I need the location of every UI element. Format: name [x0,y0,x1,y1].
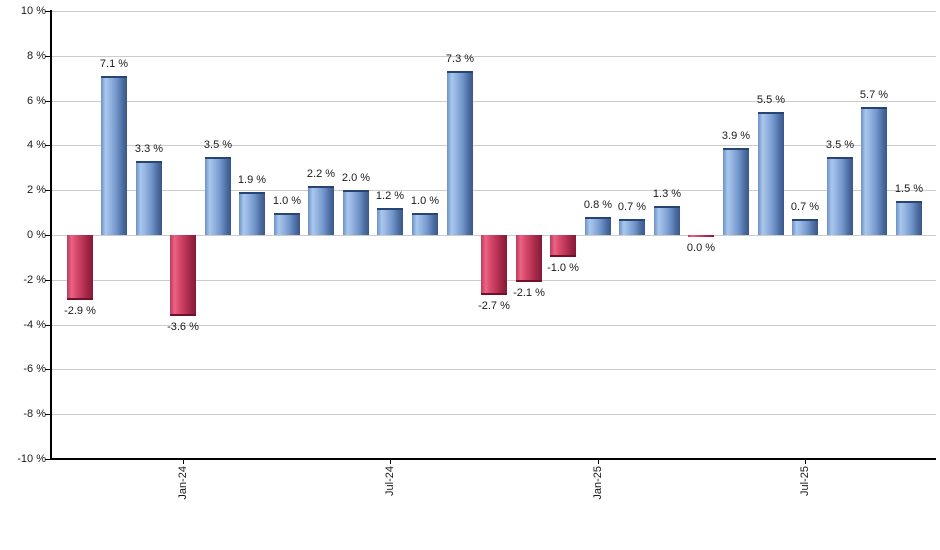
bar-value-label: -2.7 % [478,300,510,312]
bar-value-label: 3.9 % [721,130,751,142]
bar-Apr-25 [688,235,714,237]
x-axis-tick [805,458,806,464]
gridline [50,325,936,326]
y-axis-tick [45,235,50,236]
bar-value-label: 2.0 % [341,172,371,184]
bar-value-label: 1.2 % [375,190,405,202]
bar-value-label: 0.0 % [686,242,716,254]
bar-value-label: 0.8 % [583,199,613,211]
bar-value-label: 7.1 % [99,58,129,70]
y-axis-tick [45,56,50,57]
bar-value-label: -2.9 % [64,305,96,317]
y-axis-tick [45,190,50,191]
x-axis-tick [390,458,391,464]
gridline [50,145,936,146]
y-axis-label: -6 % [23,363,46,375]
bar-Sep-25 [861,107,887,235]
bar-May-25 [723,148,749,235]
y-axis-tick [45,280,50,281]
x-axis-label: Jul-24 [384,466,396,496]
y-axis-label: 8 % [27,50,46,62]
y-axis-label: -8 % [23,408,46,420]
gridline [50,414,936,415]
gridline [50,101,936,102]
bar-Oct-24 [481,235,507,295]
gridline [50,190,936,191]
y-axis-label: -2 % [23,274,46,286]
y-axis-tick [45,369,50,370]
bar-value-label: 1.0 % [410,195,440,207]
bar-value-label: 5.5 % [756,94,786,106]
x-axis-tick [183,458,184,464]
y-axis-tick [45,325,50,326]
bar-Dec-23 [136,161,162,235]
gridline [50,369,936,370]
bar-value-label: -3.6 % [167,321,199,333]
bar-value-label: 3.3 % [134,143,164,155]
bar-value-label: -2.1 % [513,287,545,299]
bar-Nov-23 [101,76,127,235]
bar-Jun-24 [343,190,369,235]
bar-value-label: 1.5 % [894,183,924,195]
y-axis-line [50,10,52,460]
bar-Aug-24 [412,213,438,235]
y-axis-label: 6 % [27,95,46,107]
y-axis-tick [45,11,50,12]
x-axis-tick [598,458,599,464]
bar-value-label: 1.0 % [272,195,302,207]
y-axis-label: -4 % [23,319,46,331]
bar-Mar-25 [654,206,680,235]
bar-Apr-24 [274,213,300,235]
gridline [50,56,936,57]
bar-value-label: 7.3 % [445,53,475,65]
gridline [50,11,936,12]
bar-Feb-25 [619,219,645,235]
bar-Nov-24 [516,235,542,282]
bar-Jul-25 [792,219,818,235]
bar-May-24 [308,186,334,235]
y-axis-tick [45,101,50,102]
bar-Jan-24 [170,235,196,316]
y-axis-label: 2 % [27,184,46,196]
y-axis-tick [45,145,50,146]
y-axis-label: 0 % [27,229,46,241]
y-axis-tick [45,414,50,415]
bar-value-label: 5.7 % [859,89,889,101]
x-axis-label: Jul-25 [799,466,811,496]
bar-value-label: 3.5 % [203,139,233,151]
bar-Oct-25 [896,201,922,235]
x-axis-label: Jan-24 [177,466,189,500]
x-axis-line [50,458,936,460]
bar-value-label: 1.3 % [652,188,682,200]
bar-value-label: 2.2 % [306,168,336,180]
bar-Jan-25 [585,217,611,235]
y-axis-label: 4 % [27,139,46,151]
bar-Oct-23 [67,235,93,300]
x-axis-label: Jan-25 [592,466,604,500]
bar-Feb-24 [205,157,231,235]
bar-value-label: -1.0 % [547,262,579,274]
bar-value-label: 0.7 % [617,201,647,213]
y-axis-tick [45,459,50,460]
bar-value-label: 1.9 % [237,174,267,186]
bar-value-label: 0.7 % [790,201,820,213]
bar-Dec-24 [550,235,576,257]
y-axis-label: 10 % [20,5,46,17]
bar-Sep-24 [447,71,473,235]
bar-Jul-24 [377,208,403,235]
bar-Aug-25 [827,157,853,235]
bar-value-label: 3.5 % [825,139,855,151]
bar-Mar-24 [239,192,265,235]
y-axis-label: -10 % [17,453,46,465]
bar-Jun-25 [758,112,784,235]
